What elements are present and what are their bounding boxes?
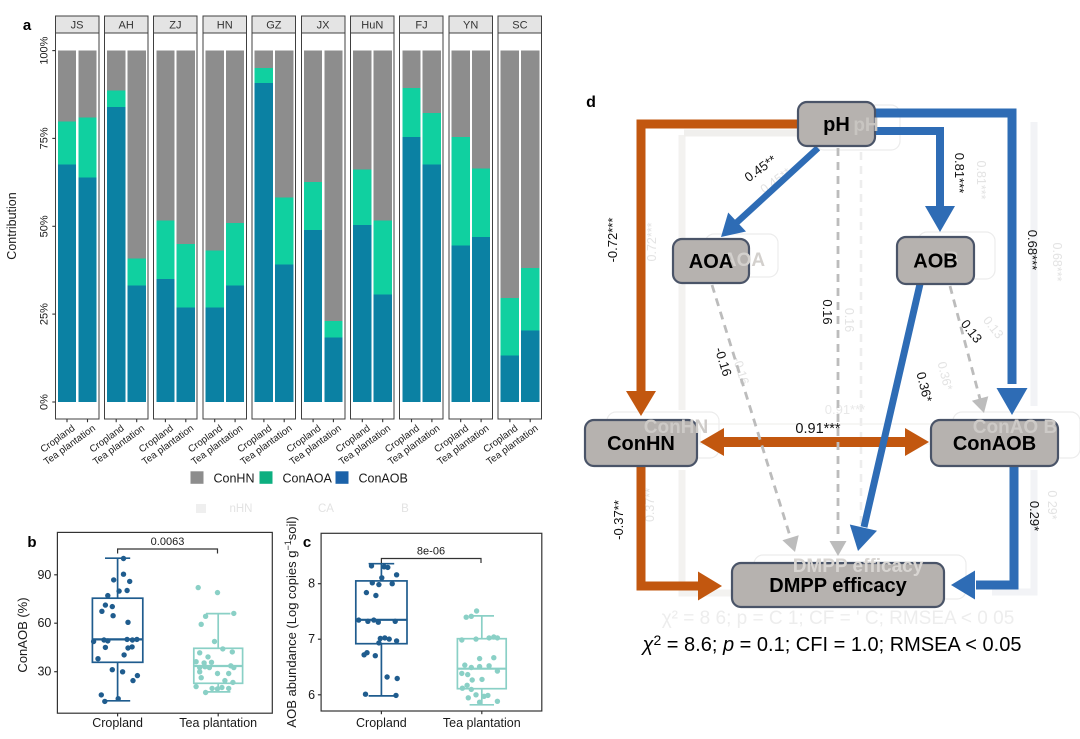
svg-text:B: B bbox=[401, 503, 409, 515]
svg-text:DMPP efficacy: DMPP efficacy bbox=[769, 575, 907, 597]
svg-text:SC: SC bbox=[512, 19, 527, 31]
svg-text:YN: YN bbox=[463, 19, 478, 31]
svg-text:HuN: HuN bbox=[361, 19, 383, 31]
svg-text:0.36*: 0.36* bbox=[935, 360, 956, 392]
svg-text:HN: HN bbox=[217, 19, 233, 31]
svg-text:0.0063: 0.0063 bbox=[151, 536, 185, 548]
svg-text:-0.72***: -0.72*** bbox=[605, 218, 620, 263]
svg-text:0.91***: 0.91*** bbox=[825, 402, 865, 417]
svg-text:AOB abundance (Log copies g−1s: AOB abundance (Log copies g−1soil) bbox=[283, 516, 299, 727]
svg-text:Cropland: Cropland bbox=[356, 716, 407, 730]
svg-text:8: 8 bbox=[308, 577, 315, 591]
svg-text:AOB: AOB bbox=[913, 251, 957, 273]
svg-text:0.16: 0.16 bbox=[842, 308, 856, 332]
svg-text:7: 7 bbox=[308, 632, 315, 646]
svg-text:d: d bbox=[586, 94, 596, 111]
svg-text:χ² = 8 6; p = C 1; CF = ' C;: χ² = 8 6; p = C 1; CF = ' C; RMSEA < 0 0… bbox=[662, 608, 1015, 629]
svg-text:a: a bbox=[23, 17, 32, 34]
svg-text:0%: 0% bbox=[38, 394, 50, 410]
svg-text:25%: 25% bbox=[38, 303, 50, 325]
svg-text:JS: JS bbox=[71, 19, 84, 31]
svg-text:χ2 = 8.6; p = 0.1; CFI = 1.0;: χ2 = 8.6; p = 0.1; CFI = 1.0; RMSEA < 0.… bbox=[641, 632, 1022, 656]
svg-text:B: B bbox=[945, 249, 959, 270]
svg-text:ConAO B: ConAO B bbox=[973, 417, 1057, 438]
svg-text:-0.37**: -0.37** bbox=[611, 500, 626, 540]
svg-text:90: 90 bbox=[37, 568, 51, 582]
svg-text:ConAOB: ConAOB bbox=[359, 472, 408, 486]
svg-text:0 29*: 0 29* bbox=[1045, 490, 1059, 519]
svg-text:50%: 50% bbox=[38, 215, 50, 237]
svg-text:GZ: GZ bbox=[266, 19, 282, 31]
svg-text:Tea plantation: Tea plantation bbox=[443, 716, 521, 730]
svg-text:0.72***: 0.72*** bbox=[645, 222, 659, 261]
svg-text:60: 60 bbox=[37, 616, 51, 630]
svg-text:0.68***: 0.68*** bbox=[1050, 243, 1064, 282]
svg-text:0.81***: 0.81*** bbox=[974, 161, 988, 200]
svg-text:6: 6 bbox=[308, 688, 315, 702]
svg-text:Tea plantation: Tea plantation bbox=[179, 716, 257, 730]
svg-text:Contribution: Contribution bbox=[5, 192, 19, 259]
svg-text:b: b bbox=[27, 534, 36, 551]
svg-text:30: 30 bbox=[37, 665, 51, 679]
svg-text:ConHN: ConHN bbox=[214, 472, 255, 486]
svg-text:CA: CA bbox=[318, 503, 334, 515]
svg-text:0.36*: 0.36* bbox=[913, 370, 935, 403]
svg-text:ConAOB (%): ConAOB (%) bbox=[15, 597, 30, 672]
svg-text:75%: 75% bbox=[38, 127, 50, 149]
svg-text:0.29*: 0.29* bbox=[1027, 501, 1042, 531]
svg-text:pH: pH bbox=[853, 115, 878, 136]
svg-text:nHN: nHN bbox=[229, 503, 252, 515]
svg-text:0.91***: 0.91*** bbox=[795, 421, 841, 437]
svg-text:JX: JX bbox=[317, 19, 331, 31]
svg-text:AOA: AOA bbox=[689, 251, 733, 273]
svg-text:ConAOA: ConAOA bbox=[283, 472, 333, 486]
svg-text:8e-06: 8e-06 bbox=[417, 546, 445, 558]
svg-text:ZJ: ZJ bbox=[169, 19, 181, 31]
svg-text:100%: 100% bbox=[38, 36, 50, 64]
svg-text:FJ: FJ bbox=[415, 19, 427, 31]
svg-text:DMPP efficacy: DMPP efficacy bbox=[793, 556, 924, 577]
svg-text:0.16: 0.16 bbox=[820, 299, 835, 324]
svg-text:c: c bbox=[303, 534, 311, 551]
svg-text:ConHN: ConHN bbox=[607, 433, 675, 455]
svg-text:pH: pH bbox=[823, 114, 850, 136]
svg-text:AOA: AOA bbox=[723, 250, 766, 271]
svg-text:Cropland: Cropland bbox=[92, 716, 143, 730]
svg-text:ConHN: ConHN bbox=[644, 417, 708, 438]
svg-text:AH: AH bbox=[119, 19, 134, 31]
svg-text:0.37**: 0.37** bbox=[643, 488, 657, 522]
svg-text:0.68***: 0.68*** bbox=[1025, 230, 1040, 270]
svg-text:ConAOB: ConAOB bbox=[953, 433, 1036, 455]
svg-text:0.81***: 0.81*** bbox=[952, 153, 967, 193]
